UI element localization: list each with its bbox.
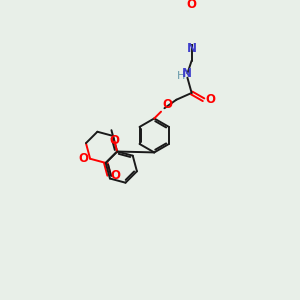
- Text: O: O: [162, 98, 172, 111]
- Text: O: O: [78, 152, 88, 165]
- Text: O: O: [187, 0, 196, 11]
- Text: H: H: [177, 71, 186, 81]
- Text: O: O: [205, 93, 215, 106]
- Text: O: O: [109, 134, 119, 146]
- Text: N: N: [182, 67, 191, 80]
- Text: N: N: [187, 42, 196, 55]
- Text: O: O: [110, 169, 120, 182]
